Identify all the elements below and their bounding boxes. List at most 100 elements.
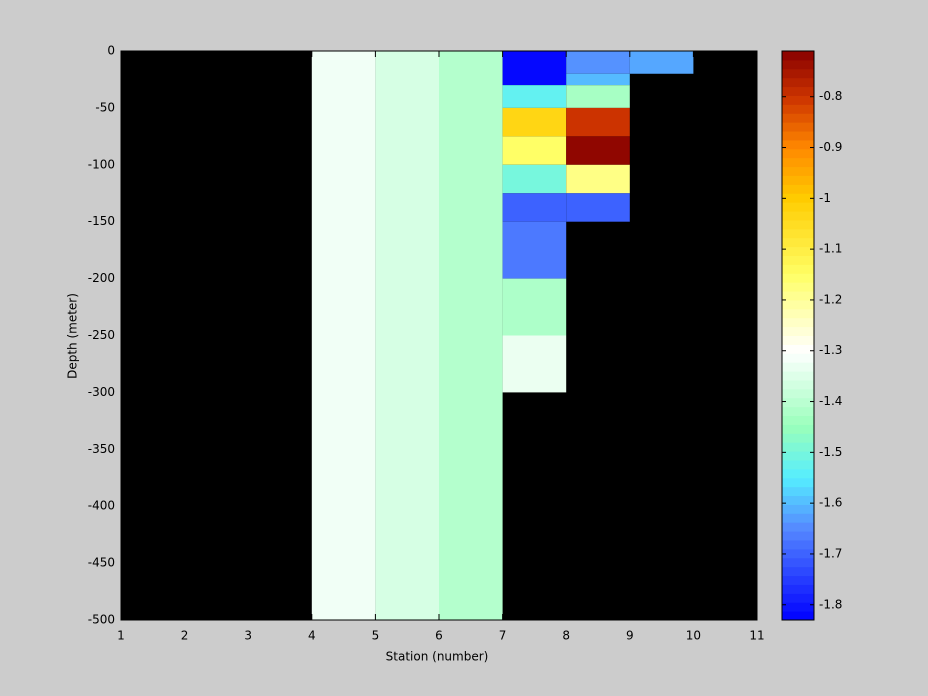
cell bbox=[502, 85, 567, 108]
colorbar-band bbox=[782, 264, 814, 274]
cell bbox=[566, 85, 630, 108]
colorbar-band bbox=[782, 59, 814, 70]
colorbar-band bbox=[782, 326, 814, 336]
y-tick-label: -300 bbox=[88, 385, 115, 399]
y-tick-label: -150 bbox=[88, 214, 115, 228]
x-tick-label: 7 bbox=[499, 629, 507, 643]
cell bbox=[502, 164, 567, 194]
x-tick-label: 9 bbox=[626, 629, 634, 643]
colorbar-band bbox=[782, 282, 814, 292]
y-tick-label: -450 bbox=[88, 556, 115, 570]
cell bbox=[566, 107, 630, 137]
colorbar-band bbox=[782, 291, 814, 301]
cell bbox=[502, 221, 567, 279]
colorbar-band bbox=[782, 602, 814, 612]
cell bbox=[566, 51, 630, 74]
colorbar-tick-label: -1.1 bbox=[819, 242, 842, 256]
colorbar-band bbox=[782, 486, 814, 497]
colorbar-band bbox=[782, 113, 814, 123]
colorbar-band bbox=[782, 246, 814, 256]
colorbar-tick-label: -1.6 bbox=[819, 496, 842, 510]
cell bbox=[566, 164, 630, 194]
colorbar-band bbox=[782, 611, 814, 621]
colorbar-band bbox=[782, 237, 814, 248]
colorbar-band bbox=[782, 353, 814, 363]
x-tick-label: 8 bbox=[562, 629, 570, 643]
colorbar-band bbox=[782, 68, 814, 79]
cell bbox=[502, 193, 567, 222]
cell bbox=[311, 51, 376, 620]
colorbar-band bbox=[782, 211, 814, 221]
colorbar-tick-label: -1.8 bbox=[819, 597, 842, 611]
colorbar-tick-label: -1 bbox=[819, 191, 831, 205]
cell bbox=[375, 51, 439, 620]
colorbar-band bbox=[782, 513, 814, 523]
x-tick-label: 11 bbox=[749, 629, 764, 643]
colorbar-band bbox=[782, 255, 814, 265]
colorbar-band bbox=[782, 566, 814, 577]
cell bbox=[502, 107, 567, 137]
colorbar-band bbox=[782, 273, 814, 283]
colorbar-band bbox=[782, 344, 814, 354]
colorbar-band bbox=[782, 86, 814, 96]
y-tick-label: -100 bbox=[88, 157, 115, 171]
colorbar-band bbox=[782, 415, 814, 425]
colorbar-band bbox=[782, 388, 814, 399]
colorbar-band bbox=[782, 495, 814, 505]
y-tick-label: -500 bbox=[88, 613, 115, 627]
colorbar-band bbox=[782, 148, 814, 159]
x-tick-label: 5 bbox=[372, 629, 380, 643]
cell bbox=[502, 335, 567, 393]
colorbar-band bbox=[782, 104, 814, 114]
colorbar-band bbox=[782, 335, 814, 345]
colorbar-band bbox=[782, 451, 814, 461]
colorbar-band bbox=[782, 317, 814, 328]
colorbar-band bbox=[782, 51, 814, 61]
colorbar-band bbox=[782, 539, 814, 550]
cell bbox=[629, 51, 694, 74]
colorbar-tick-label: -1.3 bbox=[819, 343, 842, 357]
cell bbox=[439, 51, 503, 620]
colorbar-tick-label: -1.5 bbox=[819, 445, 842, 459]
colorbar-band bbox=[782, 593, 814, 603]
x-axis-label: Station (number) bbox=[386, 650, 489, 664]
colorbar-band bbox=[782, 406, 814, 417]
cell bbox=[502, 51, 567, 86]
colorbar-band bbox=[782, 468, 814, 479]
colorbar-band bbox=[782, 477, 814, 488]
colorbar-band bbox=[782, 424, 814, 434]
x-tick-label: 6 bbox=[435, 629, 443, 643]
colorbar-band bbox=[782, 522, 814, 532]
colorbar-band bbox=[782, 77, 814, 88]
cell bbox=[566, 73, 630, 86]
y-tick-label: -350 bbox=[88, 442, 115, 456]
colorbar-band bbox=[782, 219, 814, 230]
colorbar-tick-label: -1.2 bbox=[819, 292, 842, 306]
colorbar-band bbox=[782, 531, 814, 541]
colorbar-band bbox=[782, 122, 814, 132]
cell bbox=[566, 136, 630, 165]
colorbar-band bbox=[782, 504, 814, 514]
colorbar-band bbox=[782, 557, 814, 568]
y-axis-label: Depth (meter) bbox=[66, 293, 80, 379]
colorbar-band bbox=[782, 379, 814, 390]
colorbar-band bbox=[782, 575, 814, 585]
colorbar-band bbox=[782, 299, 814, 310]
x-tick-label: 2 bbox=[181, 629, 189, 643]
colorbar-band bbox=[782, 548, 814, 559]
colorbar-tick-label: -1.4 bbox=[819, 394, 842, 408]
cell bbox=[566, 193, 630, 222]
y-tick-label: -250 bbox=[88, 328, 115, 342]
colorbar-band bbox=[782, 397, 814, 408]
colorbar-band bbox=[782, 139, 814, 150]
colorbar-band bbox=[782, 202, 814, 212]
colorbar-band bbox=[782, 442, 814, 452]
y-tick-label: 0 bbox=[107, 44, 115, 58]
colorbar-band bbox=[782, 362, 814, 372]
colorbar-band bbox=[782, 371, 814, 381]
colorbar-tick-label: -0.8 bbox=[819, 89, 842, 103]
x-tick-label: 1 bbox=[117, 629, 125, 643]
colorbar-band bbox=[782, 584, 814, 594]
colorbar-tick-label: -0.9 bbox=[819, 140, 842, 154]
